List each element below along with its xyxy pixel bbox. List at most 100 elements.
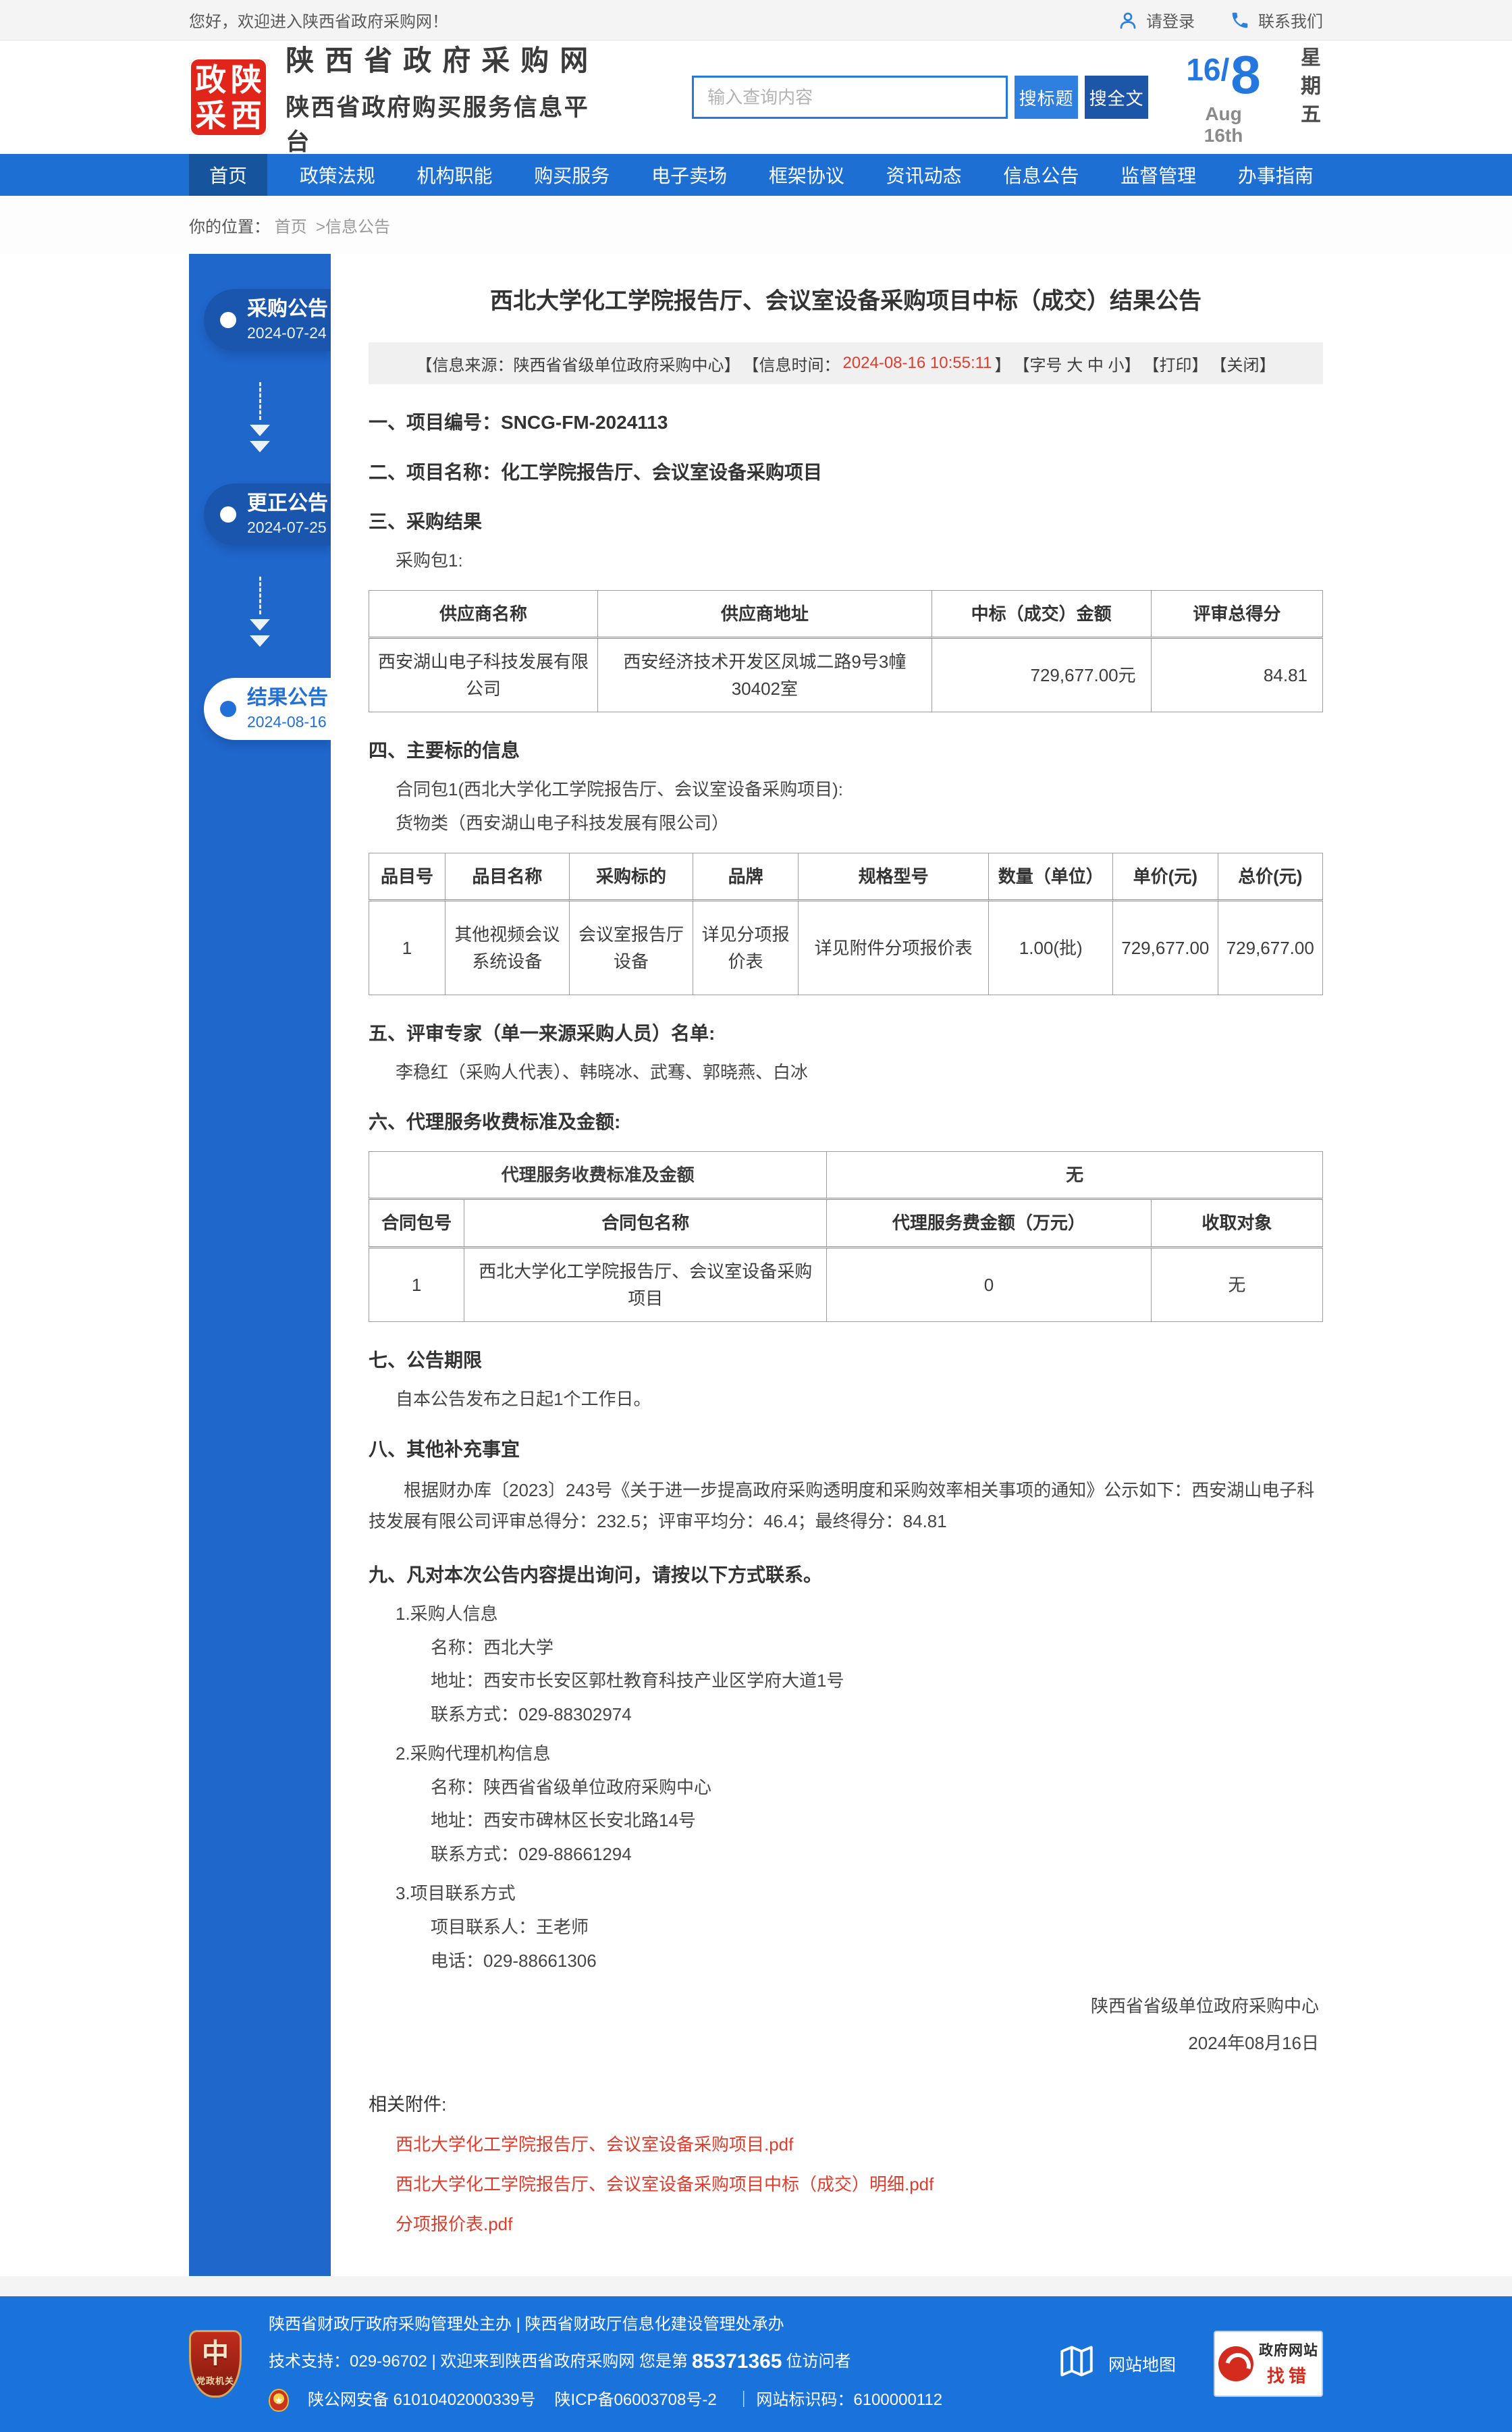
nav-item-supervision[interactable]: 监督管理 (1120, 165, 1197, 186)
supplier-address: 西安经济技术开发区凤城二路9号3幢30402室 (597, 637, 932, 713)
procurement-subject: 会议室报告厅设备 (568, 899, 694, 995)
gov-site-error-report-button[interactable]: 政府网站 找错 (1214, 2330, 1323, 2397)
meta-time-close: 】 (994, 356, 1011, 375)
site-footer: 中 党政机关 陕西省财政厅政府采购管理处主办 | 陕西省财政厅信息化建设管理处承… (0, 2296, 1512, 2432)
sitemap-link[interactable]: 网站地图 (1057, 2342, 1176, 2385)
quantity: 1.00(批) (988, 899, 1114, 995)
project-contact-phone: 电话：029-88661306 (431, 1950, 597, 1971)
timeline-step-procurement-notice[interactable]: 采购公告 2024-07-24 (204, 289, 331, 351)
purchaser-name: 名称：西北大学 (431, 1637, 554, 1658)
attachment-link-award-detail-pdf[interactable]: 西北大学化工学院报告厅、会议室设备采购项目中标（成交）明细.pdf (396, 2174, 934, 2195)
main-navigation: 首页 政策法规 机构职能 购买服务 电子卖场 框架协议 资讯动态 信息公告 监督… (0, 154, 1512, 196)
agency-info-title: 2.采购代理机构信息 (396, 1743, 551, 1764)
user-icon (1118, 10, 1138, 30)
search-bar: 搜标题 搜全文 (692, 76, 1149, 119)
agency-fee-table: 代理服务收费标准及金额 无 合同包号 合同包名称 代理服务费金额（万元） 收取对… (368, 1151, 1324, 1323)
agency-name: 名称：陕西省省级单位政府采购中心 (431, 1776, 712, 1797)
brand: 详见分项报价表 (693, 899, 799, 995)
public-security-emblem-icon: ★ (269, 2389, 289, 2412)
attachment-link-project-pdf[interactable]: 西北大学化工学院报告厅、会议室设备采购项目.pdf (396, 2134, 794, 2155)
fee-standard-label: 代理服务收费标准及金额 (368, 1151, 828, 1200)
nav-item-purchase-services[interactable]: 购买服务 (534, 165, 610, 186)
unit-price: 729,677.00 (1112, 899, 1218, 995)
spec-model: 详见附件分项报价表 (797, 899, 990, 995)
announcement-timeline-sidebar: 采购公告 2024-07-24 更正公告 2024-07-25 (189, 254, 331, 2277)
nav-item-home[interactable]: 首页 (189, 154, 268, 196)
nav-item-framework-agreement[interactable]: 框架协议 (768, 165, 844, 186)
agency-address: 地址：西安市碑林区长安北路14号 (431, 1810, 696, 1831)
font-size-controls[interactable]: 【字号 大 中 小】 (1013, 356, 1141, 375)
nav-item-news[interactable]: 资讯动态 (886, 165, 962, 186)
page-title: 西北大学化工学院报告厅、会议室设备采购项目中标（成交）结果公告 (490, 288, 1202, 314)
project-contact-person: 项目联系人：王老师 (431, 1916, 589, 1937)
beian-icp[interactable]: 陕ICP备06003708号-2 (554, 2390, 717, 2409)
contract-package-name: 西北大学化工学院报告厅、会议室设备采购项目 (464, 1246, 828, 1323)
print-button[interactable]: 【打印】 (1143, 356, 1208, 375)
signoff-org: 陕西省省级单位政府采购中心 (1090, 1996, 1319, 2017)
site-title: 陕西省政府采购网 (286, 44, 599, 76)
signoff-date: 2024年08月16日 (1188, 2033, 1319, 2054)
nav-item-announcements[interactable]: 信息公告 (1003, 165, 1079, 186)
beian-public-security[interactable]: 陕公网安备 61010402000339号 (308, 2390, 536, 2409)
item-no: 1 (368, 899, 446, 995)
attachment-link-quotation-pdf[interactable]: 分项报价表.pdf (396, 2214, 513, 2235)
visitor-count: 85371365 (692, 2350, 782, 2373)
section-4-main-subject-info: 四、主要标的信息 (369, 740, 520, 762)
login-link[interactable]: 请登录 (1118, 8, 1195, 32)
site-subtitle: 陕西省政府购买服务信息平台 (286, 94, 590, 155)
section-5-review-experts: 五、评审专家（单一来源采购人员）名单: (369, 1022, 716, 1044)
nav-item-functions[interactable]: 机构职能 (416, 165, 493, 186)
search-input[interactable] (692, 76, 1008, 119)
purchaser-info-title: 1.采购人信息 (396, 1603, 498, 1624)
purchaser-phone: 联系方式：029-88302974 (431, 1704, 632, 1725)
nav-item-guide[interactable]: 办事指南 (1237, 165, 1314, 186)
timeline-arrow-down (189, 382, 331, 452)
supplier-name: 西安湖山电子科技发展有限公司 (368, 637, 599, 713)
search-fulltext-button[interactable]: 搜全文 (1085, 76, 1149, 119)
date-widget: 16/ 8 Aug 16th (1186, 45, 1261, 147)
breadcrumb: 你的位置： 首页 >信息公告 (189, 217, 391, 236)
top-utility-bar: 您好，欢迎进入陕西省政府采购网！ 请登录 联系我们 (0, 0, 1512, 41)
close-button[interactable]: 【关闭】 (1210, 356, 1276, 375)
section-3-procurement-result: 三、采购结果 (369, 511, 483, 533)
expert-names: 李稳红（采购人代表）、韩晓冰、武骞、郭晓燕、白冰 (396, 1061, 809, 1082)
meta-time-open: 【信息时间： (742, 356, 840, 375)
step-dot (220, 701, 236, 717)
article-meta-bar: 【信息来源：陕西省省级单位政府采购中心】 【信息时间： 2024-08-16 10… (369, 342, 1323, 384)
nav-item-policies[interactable]: 政策法规 (299, 165, 375, 186)
meta-time-value: 2024-08-16 10:55:11 (842, 354, 992, 372)
search-title-button[interactable]: 搜标题 (1015, 76, 1079, 119)
project-contact-title: 3.项目联系方式 (396, 1883, 516, 1904)
table-row: 1 其他视频会议系统设备 会议室报告厅设备 详见分项报价表 详见附件分项报价表 … (368, 899, 1324, 995)
contract-package-no: 1 (368, 1246, 465, 1323)
step-dot (220, 312, 236, 328)
footer-beian-line: ★ 陕公网安备 61010402000339号 陕ICP备06003708号-2… (269, 2389, 961, 2412)
breadcrumb-home-link[interactable]: 首页 (274, 217, 307, 236)
review-score: 84.81 (1150, 637, 1324, 713)
section-8-supplementary: 八、其他补充事宜 (369, 1438, 520, 1460)
timeline-step-result-notice[interactable]: 结果公告 2024-08-16 (204, 678, 331, 740)
breadcrumb-current: 信息公告 (325, 217, 391, 236)
site-logo-seal: 政 陕 采 西 (189, 57, 269, 137)
step-dot (220, 506, 236, 523)
welcome-text: 您好，欢迎进入陕西省政府采购网！ (189, 13, 448, 31)
table-row: 西安湖山电子科技发展有限公司 西安经济技术开发区凤城二路9号3幢30402室 7… (368, 637, 1324, 713)
section-2-project-name: 二、项目名称：化工学院报告厅、会议室设备采购项目 (369, 461, 823, 483)
contact-us-link[interactable]: 联系我们 (1230, 8, 1323, 32)
total-price: 729,677.00 (1217, 899, 1324, 995)
section-9-contact-info: 九、凡对本次公告内容提出询问，请按以下方式联系。 (369, 1564, 823, 1586)
timeline-step-correction-notice[interactable]: 更正公告 2024-07-25 (204, 483, 331, 546)
nav-item-e-marketplace[interactable]: 电子卖场 (651, 165, 728, 186)
site-header: 政 陕 采 西 陕西省政府采购网 陕西省政府购买服务信息平台 搜标题 搜全文 1… (0, 41, 1512, 155)
award-amount: 729,677.00元 (931, 637, 1152, 713)
phone-icon (1230, 10, 1250, 30)
subject-detail-table: 品目号 品目名称 采购标的 品牌 规格型号 数量（单位） 单价(元) 总价(元)… (368, 852, 1324, 995)
weekday-label: 星期五 (1297, 47, 1320, 132)
contract-package-line: 合同包1(西北大学化工学院报告厅、会议室设备采购项目): (396, 779, 844, 800)
purchaser-address: 地址：西安市长安区郭杜教育科技产业区学府大道1号 (431, 1670, 844, 1691)
fee-standard-value: 无 (826, 1151, 1323, 1200)
announcement-article: 西北大学化工学院报告厅、会议室设备采购项目中标（成交）结果公告 【信息来源：陕西… (368, 254, 1324, 2276)
footer-support-line: 技术支持：029-96702 | 欢迎来到陕西省政府采购网 您是第 853713… (269, 2350, 851, 2373)
section-6-agency-fee: 六、代理服务收费标准及金额: (369, 1111, 621, 1133)
table-row: 1 西北大学化工学院报告厅、会议室设备采购项目 0 无 (368, 1246, 1324, 1323)
